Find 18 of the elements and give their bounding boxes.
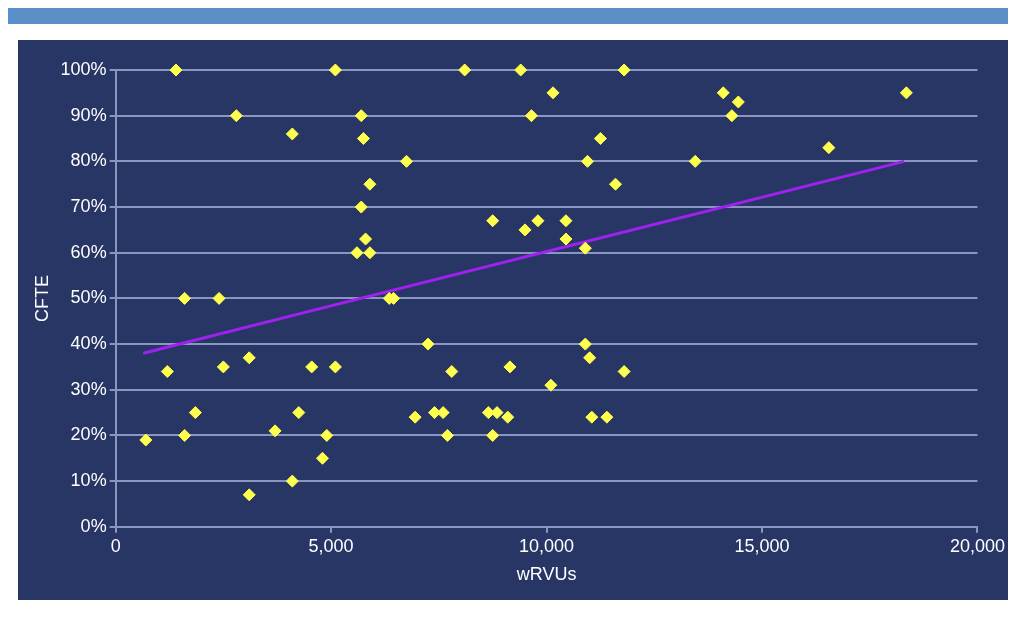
x-tick-label: 20,000 [949,535,1005,556]
y-tick-label: 70% [70,196,107,217]
x-tick-label: 15,000 [734,535,790,556]
y-tick-label: 20% [70,424,107,445]
y-tick-label: 30% [70,378,107,399]
x-axis-title: wRVUs [515,564,577,585]
y-axis-title: CFTE [31,274,52,322]
y-tick-label: 0% [80,515,107,536]
y-tick-label: 50% [70,287,107,308]
y-tick-label: 80% [70,150,107,171]
y-tick-label: 60% [70,241,107,262]
y-tick-label: 90% [70,104,107,125]
y-tick-label: 40% [70,333,107,354]
y-tick-label: 10% [70,470,107,491]
x-tick-label: 10,000 [519,535,575,556]
y-tick-label: 100% [60,58,107,79]
x-tick-label: 0 [110,535,121,556]
x-tick-label: 5,000 [308,535,354,556]
